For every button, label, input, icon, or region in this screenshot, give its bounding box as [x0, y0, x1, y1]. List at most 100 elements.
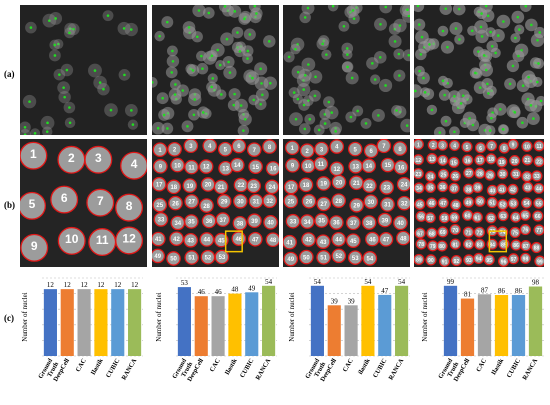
bar [177, 287, 191, 356]
nucleus-segment: 1 [20, 141, 48, 170]
nucleus-number: 31 [253, 199, 260, 205]
nucleus-number: 40 [397, 221, 404, 227]
nucleus-number: 3 [441, 143, 444, 149]
nucleus-seed [53, 68, 66, 81]
nucleus-number: 41 [286, 240, 293, 246]
x-tick-label: CUBIC [506, 357, 523, 379]
nucleus-seed [64, 117, 76, 129]
nucleus-segment: 20 [509, 155, 521, 167]
nucleus-segment: 44 [331, 231, 346, 247]
nucleus-number: 92 [454, 259, 460, 265]
nucleus-segment: 20 [331, 174, 347, 190]
nucleus-seed [388, 23, 401, 35]
nucleus-seed [348, 12, 360, 25]
nucleus-number: 7 [490, 144, 493, 150]
nucleus-number: 72 [477, 230, 483, 236]
nucleus-seed [370, 74, 381, 85]
nucleus-number: 5 [466, 145, 469, 151]
nucleus-segment: 16 [265, 161, 279, 176]
nucleus-segment: 51 [316, 250, 331, 265]
nucleus-number: 14 [440, 159, 446, 165]
nucleus-number: 36 [440, 185, 446, 191]
nucleus-seed [292, 93, 304, 105]
nucleus-segment: 49 [462, 196, 475, 208]
nucleus-number: 49 [154, 254, 161, 260]
nucleus-number: 4 [335, 145, 339, 151]
nucleus-segment: 5 [217, 141, 233, 157]
panel-b-4: 1 2 3 4 5 6 7 8 9 10 11 12 13 14 15 16 17 18 19 20 21 22 23 24 2… [414, 139, 544, 267]
nucleus-number: 56 [418, 215, 424, 221]
nucleus-number: 10 [305, 164, 312, 170]
bar [77, 289, 91, 356]
nucleus-number: 7 [253, 148, 257, 154]
nucleus-segment: 57 [424, 212, 436, 224]
nucleus-number: 62 [488, 216, 494, 222]
nucleus-seed [455, 97, 467, 110]
nucleus-number: 12 [333, 167, 340, 173]
nucleus-seed [124, 22, 138, 37]
nucleus-segment: 48 [450, 199, 462, 211]
nucleus-seed [42, 13, 57, 28]
nucleus-segment: 8 [392, 141, 408, 156]
nucleus-segment: 12 [329, 161, 345, 177]
nucleus-segment: 89 [414, 253, 425, 266]
nucleus-segment: 2 [167, 141, 182, 157]
nucleus-number: 73 [489, 229, 495, 235]
nucleus-segment: 43 [522, 181, 534, 193]
nucleus-seed [242, 53, 253, 64]
nucleus-segment: 13 [348, 158, 363, 174]
nucleus-segment: 53 [347, 250, 363, 265]
nucleus-segment: 24 [424, 170, 437, 182]
nucleus-number: 34 [174, 221, 181, 227]
nucleus-segment: 70 [449, 223, 461, 236]
nucleus-number: 63 [500, 214, 506, 220]
nucleus-segment: 59 [448, 211, 460, 223]
x-tick-label: CAC [342, 357, 355, 373]
bar [128, 289, 142, 356]
nucleus-seed [243, 28, 256, 41]
nucleus-number: 54 [524, 201, 530, 207]
nucleus-segment: 97 [507, 253, 520, 265]
nucleus-segment: 49 [152, 248, 166, 264]
nucleus-number: 98 [523, 257, 529, 263]
nucleus-number: 44 [335, 237, 342, 243]
nucleus-number: 46 [429, 201, 435, 207]
nucleus-segment: 29 [349, 197, 364, 213]
nucleus-seed [88, 63, 102, 78]
nucleus-number: 18 [303, 183, 310, 189]
nucleus-segment: 16 [393, 159, 409, 175]
nucleus-segment: 71 [462, 226, 475, 238]
nucleus-segment: 42 [169, 231, 184, 246]
nucleus-segment: 7 [485, 140, 498, 152]
nucleus-segment: 33 [153, 212, 169, 227]
nucleus-number: 12 [203, 165, 210, 171]
nucleus-segment: 54 [520, 197, 533, 209]
nucleus-seed [302, 95, 314, 107]
nucleus-number: 47 [252, 237, 259, 243]
nucleus-number: 21 [525, 158, 531, 164]
nucleus-seed [57, 81, 71, 95]
bar-value-label: 86 [498, 287, 506, 295]
nucleus-seed [308, 89, 321, 102]
nucleus-segment: 48 [395, 230, 410, 246]
nucleus-segment: 96 [497, 255, 510, 267]
nucleus-seed [255, 88, 269, 102]
nucleus-number: 59 [452, 216, 458, 222]
nucleus-segment: 81 [449, 238, 461, 250]
nucleus-segment: 93 [463, 254, 475, 266]
nucleus-number: 53 [352, 256, 359, 262]
bar [43, 289, 57, 356]
nucleus-number: 6 [61, 191, 68, 205]
x-tick-label: CUBIC [372, 357, 389, 379]
nucleus-segment: 32 [521, 170, 533, 183]
nucleus-segment: 1 [414, 139, 424, 150]
nucleus-segment: 47 [437, 197, 449, 209]
bar [460, 298, 475, 356]
nucleus-number: 46 [235, 237, 242, 243]
nucleus-segment: 19 [316, 176, 331, 191]
nucleus-seed [438, 89, 451, 101]
nucleus-number: 40 [490, 189, 496, 195]
nucleus-seed [207, 73, 218, 84]
nucleus-number: 35 [188, 220, 195, 226]
nucleus-number: 78 [418, 242, 424, 248]
